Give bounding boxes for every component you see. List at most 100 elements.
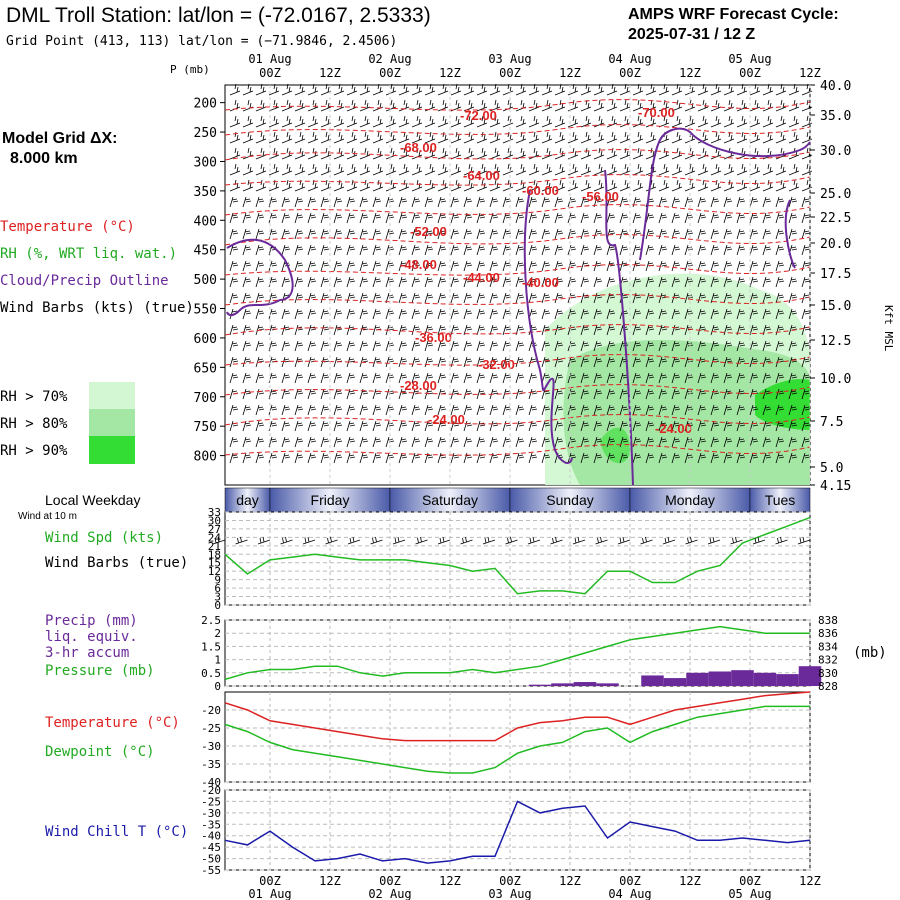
windspd-panel-tick-label: 12: [208, 565, 221, 578]
bottom-hour-label: 00Z: [739, 874, 761, 888]
wind-barb: [632, 179, 644, 192]
wind-barb: [359, 147, 371, 160]
wind-barb: [736, 436, 746, 448]
wind-barb: [372, 228, 382, 240]
kft-tick-label: 35.0: [820, 109, 851, 124]
top-hour-label: 12Z: [679, 66, 701, 80]
wind-barb: [580, 212, 590, 224]
kft-tick-label: 5.0: [820, 461, 843, 476]
wind-barb: [710, 115, 722, 128]
wind-barb: [450, 163, 462, 176]
wind-barb: [333, 340, 343, 352]
precip-panel-tick-label: 1: [214, 654, 221, 667]
wind-barb: [281, 99, 293, 112]
wind-barb: [307, 404, 317, 416]
wind-barb: [242, 260, 252, 272]
wind-barb: [775, 196, 785, 208]
wind-barb: [736, 372, 746, 384]
wind-barb: [268, 115, 280, 128]
wind-barb: [320, 244, 330, 256]
wind-barb: [697, 244, 707, 256]
surface-wind-barb: [325, 536, 338, 545]
windspd-panel-tick-label: 18: [208, 548, 221, 561]
wind-barb: [710, 404, 720, 416]
wind-barb: [515, 356, 525, 368]
wind-barb: [450, 276, 460, 288]
wind-barb: [697, 276, 707, 288]
wind-barb: [359, 420, 369, 432]
wind-barb: [372, 420, 382, 432]
wind-barb: [736, 292, 746, 304]
wind-barb: [541, 115, 553, 128]
wind-barb: [320, 276, 330, 288]
wind-barb: [437, 356, 447, 368]
surface-wind-barb: [640, 536, 653, 545]
kft-tick-label: 17.5: [820, 267, 851, 282]
wind-barb: [268, 99, 280, 112]
wind-barb: [671, 452, 681, 464]
temperature-contour-label: -32.00: [478, 357, 515, 372]
wind-barb: [645, 436, 655, 448]
wind-barb: [424, 276, 434, 288]
wind-barb: [736, 276, 746, 288]
legend-rh90: RH > 90%: [0, 443, 68, 459]
wind-barb: [710, 308, 720, 320]
wind-barb: [515, 404, 525, 416]
wind-barb: [450, 228, 460, 240]
wind-barb: [762, 276, 772, 288]
wind-barb: [710, 99, 722, 112]
wind-barb: [528, 292, 538, 304]
windchill-panel-tick-label: -45: [201, 841, 221, 854]
legend-rh70: RH > 70%: [0, 389, 68, 405]
wind-barb: [658, 340, 668, 352]
wind-barb: [580, 292, 590, 304]
wind-barb: [567, 179, 579, 192]
rh90-area: [755, 379, 810, 430]
wind-barb: [671, 212, 681, 224]
wind-barb: [255, 452, 265, 464]
wind-barb: [294, 99, 306, 112]
wind-barb: [502, 372, 512, 384]
wind-barb: [242, 308, 252, 320]
wind-barb: [398, 420, 408, 432]
wind-barb: [749, 452, 759, 464]
wind-barb: [801, 452, 811, 464]
precip-bar: [596, 683, 619, 686]
wind-barb: [346, 260, 356, 272]
wind-barb: [632, 404, 642, 416]
windspd-panel-tick-label: 27: [208, 523, 221, 536]
wind-barb: [437, 244, 447, 256]
wind-barb: [489, 244, 499, 256]
wind-barb: [658, 228, 668, 240]
wind-barb: [515, 292, 525, 304]
wind-barb: [671, 388, 681, 400]
accum-label: 3-hr accum: [45, 645, 129, 661]
wind-barb: [437, 212, 447, 224]
pressure-tick-label: 650: [194, 361, 217, 376]
surface-wind-barb: [707, 536, 721, 545]
wind-barb: [346, 179, 358, 192]
wind-barb: [749, 308, 759, 320]
temperature-contour-label: -52.00: [410, 224, 447, 239]
wind-barb: [398, 196, 408, 208]
wind-barb: [788, 404, 798, 416]
wind-barb: [333, 292, 343, 304]
wind-barb: [515, 83, 527, 96]
wind-barb: [645, 244, 655, 256]
wind-barb: [515, 212, 525, 224]
wind-barb: [658, 372, 668, 384]
wind-barb: [476, 99, 488, 112]
cloud-outline: [523, 189, 573, 465]
wind-barb: [736, 83, 748, 96]
wind-barb: [359, 83, 371, 96]
temperature-contour-label: -40.00: [522, 275, 559, 290]
surface-wind-barb: [572, 536, 586, 545]
wind-barb: [788, 228, 798, 240]
wind-barb: [489, 228, 499, 240]
wind-barb: [606, 276, 616, 288]
wind-barb: [554, 308, 564, 320]
bottom-hour-label: 12Z: [559, 874, 581, 888]
day-segment: [629, 487, 751, 513]
windchill-panel-tick-label: -30: [201, 807, 221, 820]
wind-barb: [411, 115, 423, 128]
